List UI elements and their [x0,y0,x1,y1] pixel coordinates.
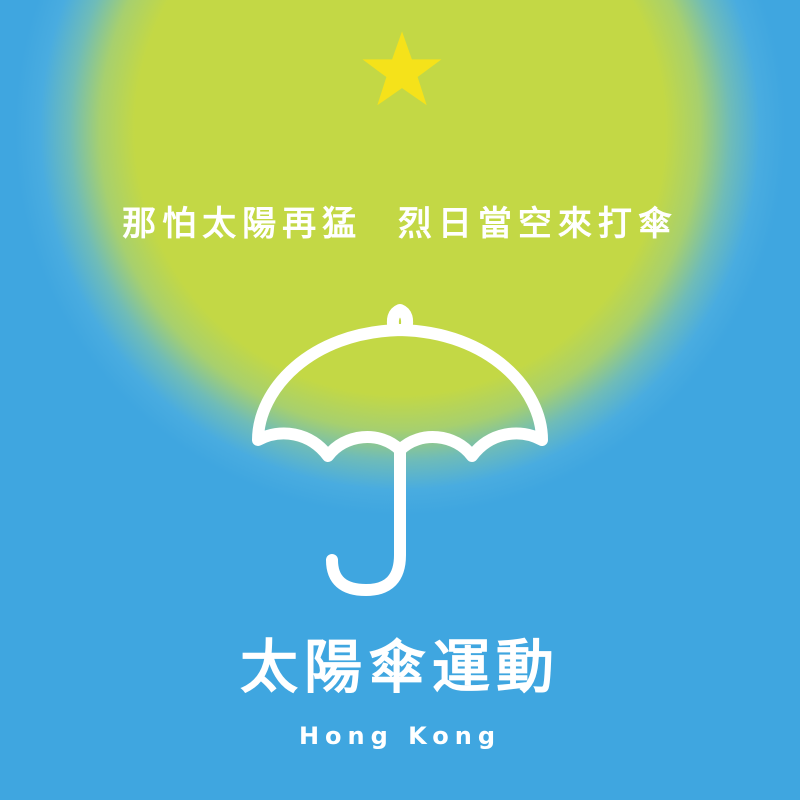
title-text: 太陽傘運動 [239,633,560,701]
subtitle-text: Hong Kong [298,722,502,750]
star-icon [362,31,442,106]
slogan-text: 那怕太陽再猛 烈日當空來打傘 [122,204,678,244]
umbrella-icon [252,304,548,596]
